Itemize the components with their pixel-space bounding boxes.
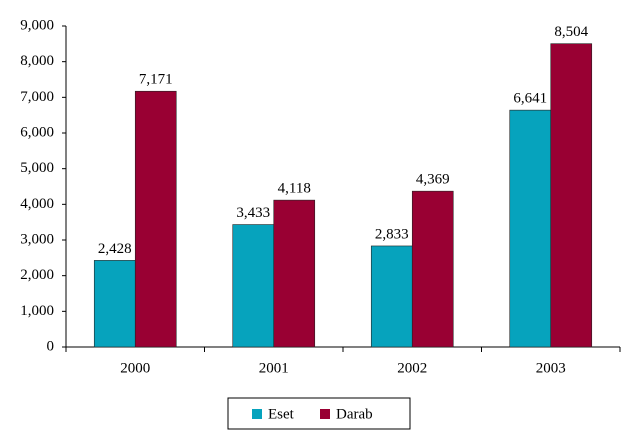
y-tick-label: 1,000 [20,303,54,319]
bar [232,224,275,348]
y-tick-label: 9,000 [20,17,54,33]
value-label: 7,171 [139,72,173,88]
value-label: 2,428 [98,241,132,257]
y-tick-label: 5,000 [20,160,54,176]
value-label: 3,433 [236,205,270,221]
bar [134,90,177,348]
y-tick-label: 7,000 [20,89,54,105]
x-tick-label: 2000 [120,360,150,376]
x-tick-label: 2001 [259,360,289,376]
legend-swatch [320,409,330,419]
value-label: 8,504 [554,24,588,40]
legend-label: Darab [336,406,373,422]
y-tick-label: 4,000 [20,196,54,212]
x-tick-label: 2002 [397,360,427,376]
y-tick-label: 0 [47,338,55,354]
x-tick-label: 2003 [536,360,566,376]
bar [411,190,454,348]
y-tick-label: 6,000 [20,124,54,140]
value-label: 2,833 [375,226,409,242]
bar [93,260,136,348]
y-tick-label: 3,000 [20,231,54,247]
bar [550,43,593,348]
value-label: 6,641 [513,91,547,107]
bar [273,199,316,348]
bar [370,245,413,348]
legend-label: Eset [268,406,295,422]
bar [509,109,552,348]
y-tick-label: 8,000 [20,53,54,69]
legend-swatch [252,409,262,419]
value-label: 4,369 [416,172,450,188]
y-tick-label: 2,000 [20,267,54,283]
value-label: 4,118 [278,181,311,197]
